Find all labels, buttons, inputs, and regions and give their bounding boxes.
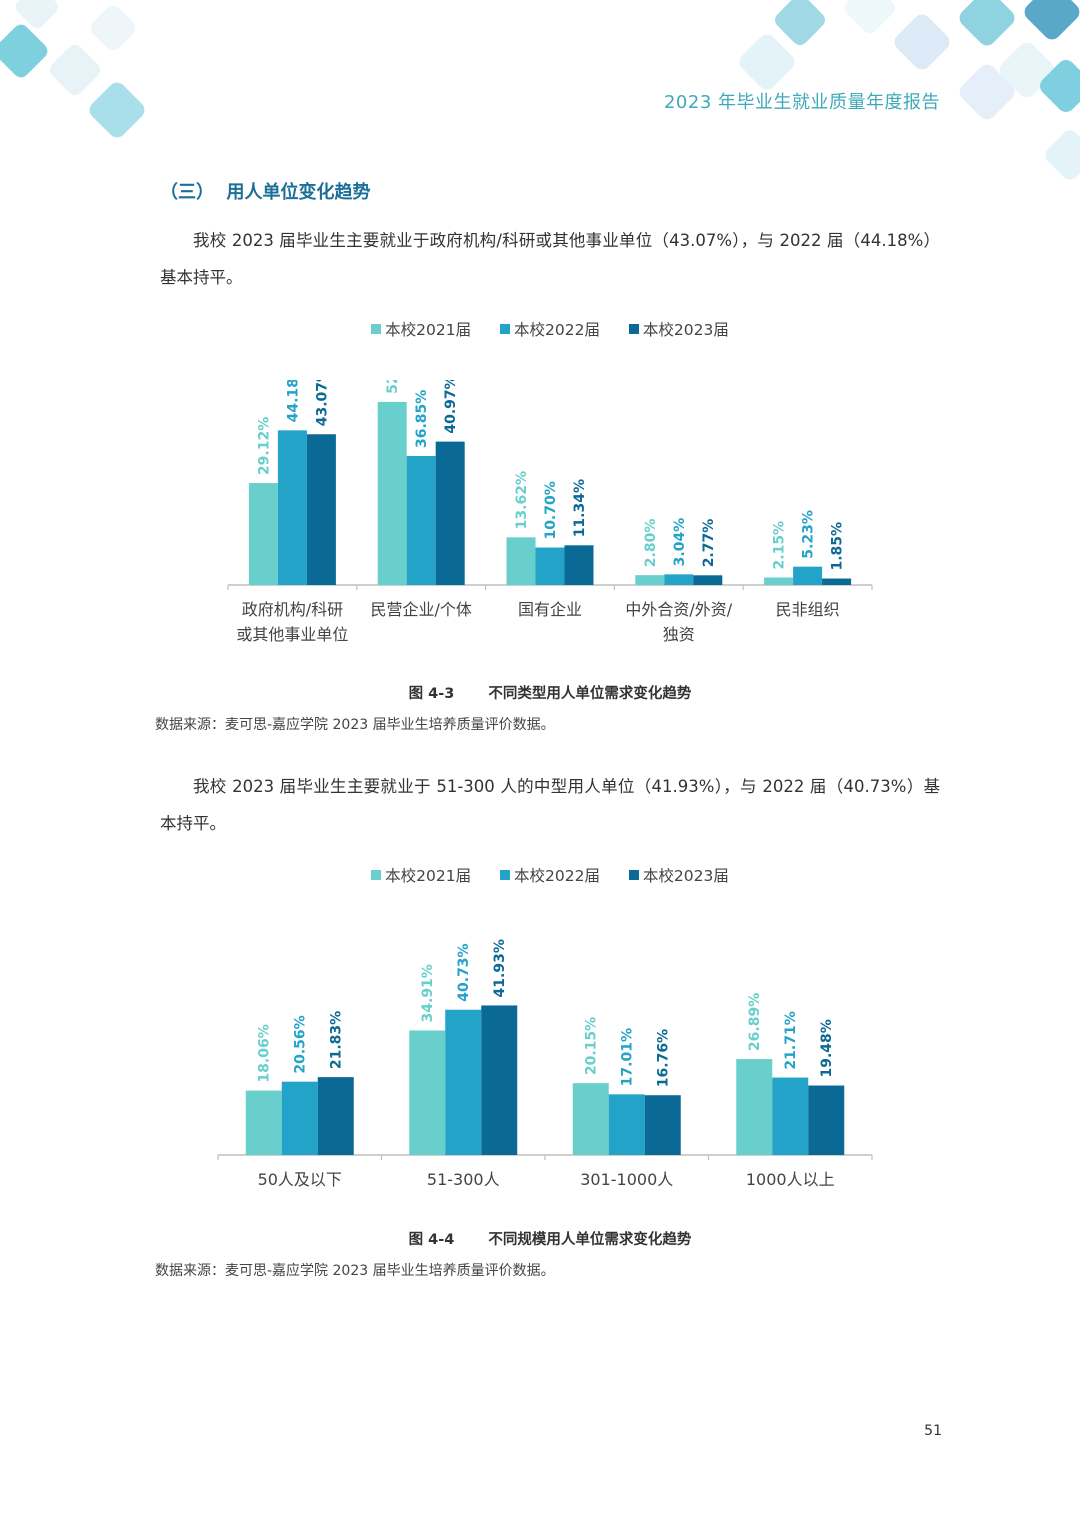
data-label: 19.48%: [819, 1019, 835, 1077]
bar-2021-2: [572, 1083, 609, 1155]
chart-2-legend: 本校2021届 本校2022届 本校2023届: [0, 864, 1080, 886]
figure-number: 图 4-4: [408, 1232, 455, 1248]
data-label: 3.04%: [672, 518, 688, 567]
bar-2022-0: [277, 430, 307, 585]
figure-4-3-caption: 图 4-3 不同类型用人单位需求变化趋势: [0, 682, 1080, 703]
bar-2023-0: [306, 434, 336, 585]
running-header: 2023 年毕业生就业质量年度报告: [663, 92, 940, 113]
data-label: 11.34%: [572, 479, 588, 537]
data-label: 34.91%: [420, 964, 436, 1022]
figure-number: 图 4-3: [408, 686, 455, 702]
legend-item-2023: 本校2023届: [628, 318, 729, 340]
data-label: 2.80%: [643, 519, 659, 568]
data-label: 5.23%: [801, 510, 817, 559]
category-label: 民非组织: [776, 600, 840, 619]
bar-2021-1: [409, 1030, 446, 1155]
bar-2022-1: [445, 1009, 482, 1155]
bar-2023-0: [317, 1077, 354, 1155]
category-label: 301-1000人: [580, 1170, 673, 1189]
category-label: 民营企业/个体: [370, 600, 471, 619]
category-label: 独资: [663, 625, 695, 644]
decorative-header-pattern: [0, 0, 1080, 180]
data-label: 29.12%: [256, 417, 272, 475]
data-label: 40.97%: [443, 380, 459, 434]
chart-1-legend: 本校2021届 本校2022届 本校2023届: [0, 318, 1080, 340]
bar-2023-2: [564, 545, 594, 585]
data-label: 17.01%: [620, 1028, 636, 1086]
bar-2023-3: [808, 1085, 845, 1155]
data-label: 18.06%: [257, 1024, 273, 1082]
bar-2021-4: [764, 577, 794, 585]
data-label: 13.62%: [514, 471, 530, 529]
bar-2022-1: [406, 456, 436, 585]
legend-item-2022: 本校2022届: [500, 864, 600, 886]
category-label: 1000人以上: [746, 1170, 835, 1189]
data-label: 52.31%: [385, 380, 401, 394]
bar-2022-2: [608, 1094, 645, 1155]
bar-2023-3: [693, 575, 723, 585]
category-label: 51-300人: [427, 1170, 500, 1189]
bar-2021-3: [736, 1059, 773, 1155]
paragraph-1: 我校 2023 届毕业生主要就业于政府机构/科研或其他事业单位（43.07%），…: [160, 231, 940, 287]
bar-2021-0: [248, 483, 278, 585]
data-label: 26.89%: [747, 993, 763, 1051]
figure-title: 不同规模用人单位需求变化趋势: [488, 1232, 692, 1248]
bar-2022-4: [793, 566, 823, 585]
legend-item-2022: 本校2022届: [500, 318, 600, 340]
legend-item-2021: 本校2021届: [371, 864, 471, 886]
bar-2023-2: [644, 1095, 681, 1155]
data-label: 2.77%: [701, 519, 717, 568]
bar-2021-0: [245, 1090, 282, 1155]
data-label: 36.85%: [414, 390, 430, 448]
legend-item-2023: 本校2023届: [628, 864, 729, 886]
data-label: 21.83%: [329, 1011, 345, 1069]
bar-2023-1: [481, 1005, 518, 1155]
category-label: 政府机构/科研: [242, 600, 343, 619]
data-label: 10.70%: [543, 481, 559, 539]
legend-item-2021: 本校2021届: [371, 318, 471, 340]
bar-2022-3: [664, 574, 694, 585]
bar-2022-3: [772, 1077, 809, 1155]
category-label: 国有企业: [518, 600, 582, 619]
figure-title: 不同类型用人单位需求变化趋势: [488, 686, 692, 702]
employer-size-bar-chart: 18.06% 20.56% 21.83% 50人及以下 34.91% 40.73% 41.9…: [217, 939, 873, 1189]
data-label: 20.56%: [293, 1015, 309, 1073]
bar-2021-3: [635, 575, 665, 585]
data-label: 2.15%: [772, 521, 788, 570]
data-label: 21.71%: [783, 1011, 799, 1069]
data-label: 41.93%: [492, 939, 508, 997]
data-source-note: 数据来源：麦可思-嘉应学院 2023 届毕业生培养质量评价数据。: [155, 717, 555, 733]
data-label: 40.73%: [456, 943, 472, 1001]
paragraph-2: 我校 2023 届毕业生主要就业于 51-300 人的中型用人单位（41.93%…: [160, 777, 940, 833]
bar-2023-1: [435, 441, 465, 585]
bar-2021-2: [506, 537, 536, 585]
bar-2023-4: [822, 578, 852, 585]
employer-type-bar-chart: 29.12% 44.18% 43.07% 政府机构/科研或其他事业单位 52.31% 36…: [227, 380, 873, 644]
page-number: 51: [924, 1423, 942, 1439]
data-label: 43.07%: [314, 380, 330, 426]
bar-2021-1: [377, 401, 407, 585]
bar-2022-2: [535, 547, 565, 585]
data-label: 20.15%: [584, 1017, 600, 1075]
category-label: 中外合资/外资/: [625, 600, 732, 619]
section-title: （三） 用人单位变化趋势: [160, 182, 371, 203]
category-label: 50人及以下: [258, 1170, 342, 1189]
category-label: 或其他事业单位: [236, 625, 348, 644]
data-label: 1.85%: [830, 522, 846, 571]
data-source-note: 数据来源：麦可思-嘉应学院 2023 届毕业生培养质量评价数据。: [155, 1263, 555, 1279]
data-label: 44.18%: [285, 380, 301, 422]
bar-2022-0: [281, 1081, 318, 1155]
figure-4-4-caption: 图 4-4 不同规模用人单位需求变化趋势: [0, 1228, 1080, 1249]
data-label: 16.76%: [656, 1029, 672, 1087]
